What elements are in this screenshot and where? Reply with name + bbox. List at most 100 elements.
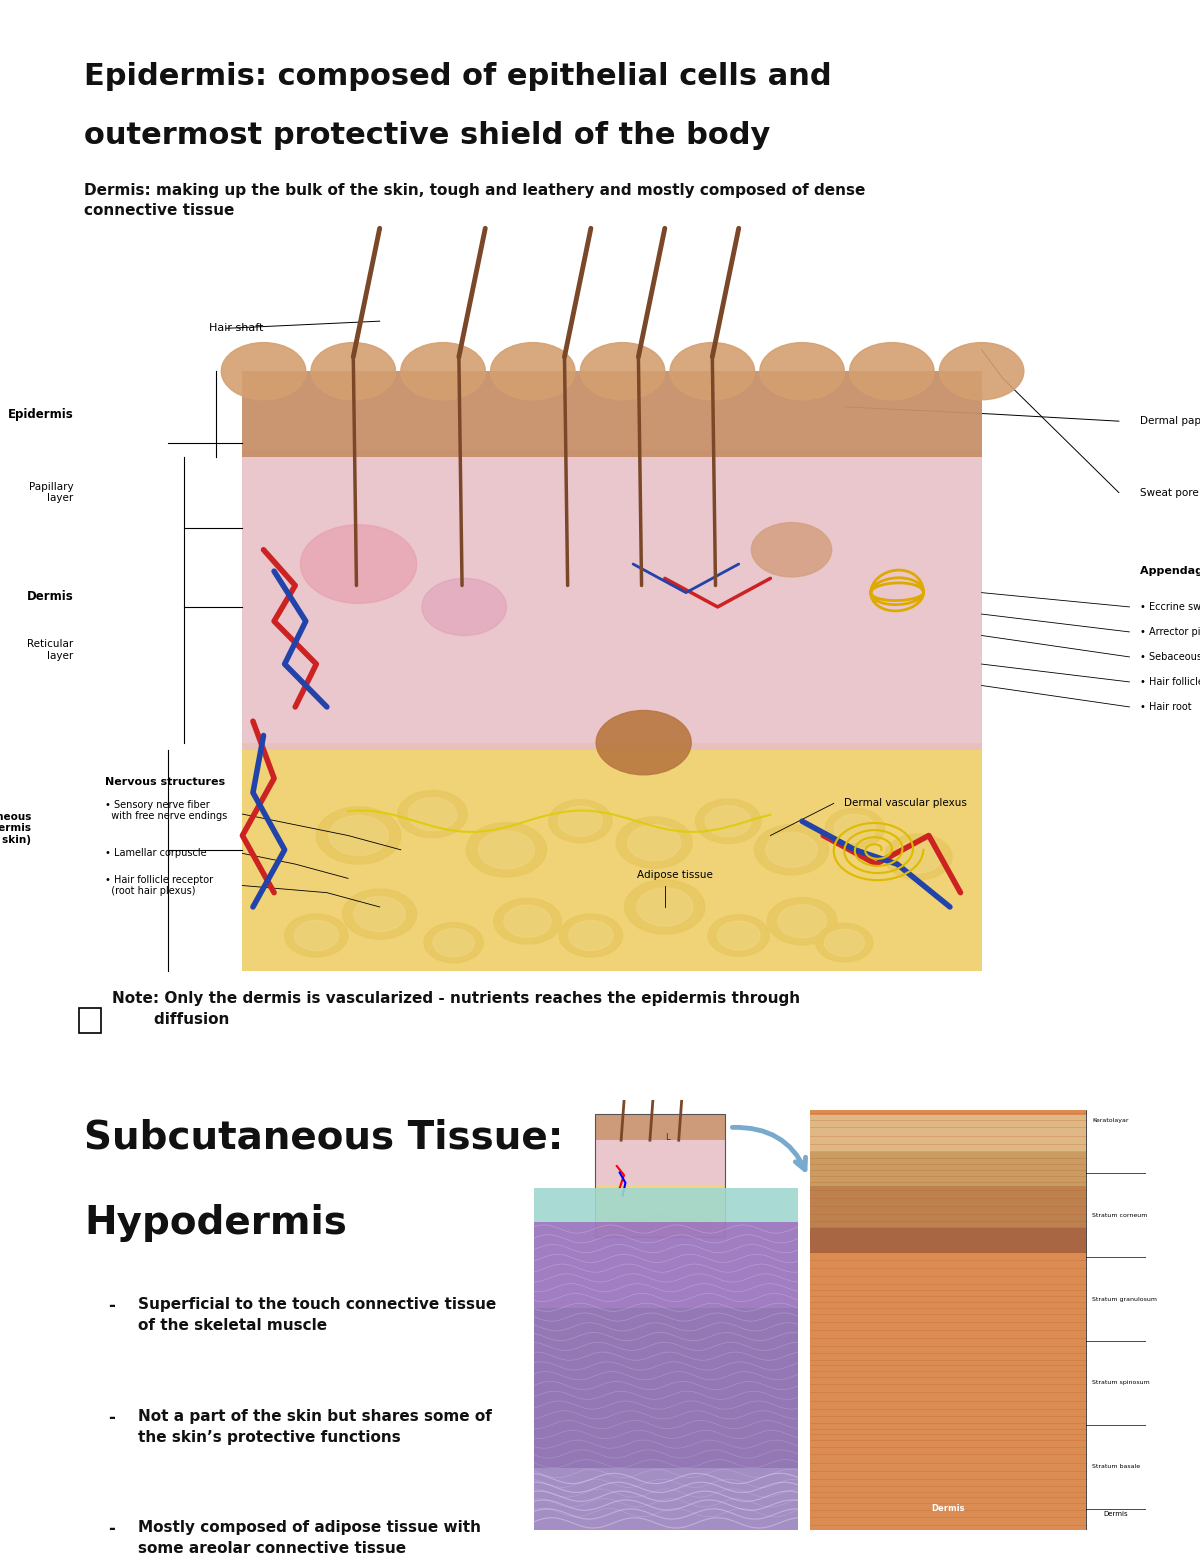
Text: Dermal vascular plexus: Dermal vascular plexus (845, 798, 967, 809)
Circle shape (690, 1214, 710, 1233)
Text: Papillary
layer: Papillary layer (29, 481, 73, 503)
Circle shape (672, 1218, 691, 1236)
Circle shape (569, 921, 613, 950)
Circle shape (581, 343, 665, 399)
Circle shape (708, 915, 769, 957)
Text: Sweat pore: Sweat pore (1140, 488, 1199, 497)
Text: Hair shaft: Hair shaft (209, 323, 263, 334)
Circle shape (343, 888, 416, 940)
Text: Subcutaneous
tissue (hypodermis
not part of skin): Subcutaneous tissue (hypodermis not part… (0, 812, 31, 845)
Circle shape (760, 343, 845, 399)
Bar (79, 1008, 101, 1033)
Circle shape (625, 881, 704, 933)
Circle shape (834, 814, 876, 842)
Bar (534, 1222, 798, 1308)
Text: outermost protective shield of the body: outermost protective shield of the body (84, 121, 770, 151)
Bar (534, 1468, 798, 1530)
Bar (810, 1186, 1086, 1228)
Text: Dermis: Dermis (931, 1505, 965, 1513)
Circle shape (424, 922, 484, 963)
Circle shape (596, 711, 691, 775)
Circle shape (826, 809, 884, 848)
Circle shape (767, 898, 836, 944)
Text: L: L (665, 1134, 670, 1141)
Circle shape (548, 800, 612, 843)
Text: • Sensory nerve fiber
  with free nerve endings: • Sensory nerve fiber with free nerve en… (106, 800, 227, 822)
Circle shape (751, 523, 832, 576)
Bar (534, 1188, 798, 1222)
Text: Stratum spinosum: Stratum spinosum (1092, 1381, 1150, 1385)
Bar (242, 742, 982, 971)
Circle shape (696, 800, 761, 843)
Text: Epidermis: composed of epithelial cells and: Epidermis: composed of epithelial cells … (84, 62, 832, 92)
Circle shape (778, 905, 827, 938)
Circle shape (629, 1218, 648, 1236)
Bar (242, 450, 982, 750)
Text: • Sebaceous (oil) gland: • Sebaceous (oil) gland (1140, 652, 1200, 662)
Text: • Hair root: • Hair root (1140, 702, 1192, 711)
Circle shape (884, 834, 952, 881)
Bar (595, 1140, 725, 1185)
Text: • Hair follicle: • Hair follicle (1140, 677, 1200, 686)
Circle shape (650, 1213, 670, 1230)
Circle shape (755, 825, 828, 874)
Text: • Lamellar corpuscle: • Lamellar corpuscle (106, 848, 206, 859)
Text: • Eccrine sweat gland: • Eccrine sweat gland (1140, 603, 1200, 612)
Text: Dermis: Dermis (26, 590, 73, 603)
Bar (595, 1115, 725, 1238)
Circle shape (422, 578, 506, 635)
Text: Stratum basale: Stratum basale (1092, 1464, 1140, 1469)
Circle shape (718, 921, 760, 950)
Bar (595, 1185, 725, 1238)
Circle shape (491, 343, 575, 399)
Text: Nervous structures: Nervous structures (106, 776, 226, 787)
Text: Adipose tissue: Adipose tissue (637, 870, 713, 881)
Circle shape (894, 840, 942, 873)
Circle shape (617, 817, 692, 868)
Circle shape (816, 924, 872, 961)
Circle shape (397, 790, 467, 837)
Text: Epidermis: Epidermis (7, 407, 73, 421)
Text: Dermis: Dermis (1104, 1511, 1128, 1517)
Text: Appendages of skin: Appendages of skin (1140, 567, 1200, 576)
Circle shape (300, 525, 416, 604)
Circle shape (479, 831, 534, 868)
Bar (810, 1152, 1086, 1186)
Text: -: - (108, 1520, 115, 1539)
Bar (810, 1115, 1086, 1152)
Circle shape (559, 915, 623, 957)
Circle shape (354, 896, 406, 932)
Text: -: - (108, 1409, 115, 1427)
Circle shape (706, 806, 751, 837)
Text: Not a part of the skin but shares some of
the skin’s protective functions: Not a part of the skin but shares some o… (138, 1409, 492, 1444)
Text: Dermal papillae: Dermal papillae (1140, 416, 1200, 426)
Circle shape (294, 921, 338, 950)
Bar (595, 1115, 725, 1140)
Circle shape (311, 343, 396, 399)
Circle shape (408, 798, 457, 831)
Text: -: - (108, 1297, 115, 1315)
Circle shape (850, 343, 934, 399)
Text: • Arrector pili muscle: • Arrector pili muscle (1140, 627, 1200, 637)
Text: • Hair follicle receptor
  (root hair plexus): • Hair follicle receptor (root hair plex… (106, 874, 214, 896)
Circle shape (401, 343, 485, 399)
Bar (810, 1228, 1086, 1253)
Circle shape (940, 343, 1024, 399)
Circle shape (628, 825, 680, 860)
Circle shape (221, 343, 306, 399)
Circle shape (504, 905, 551, 938)
Circle shape (824, 929, 864, 957)
Circle shape (329, 815, 388, 856)
Circle shape (284, 915, 348, 957)
Circle shape (670, 343, 755, 399)
Text: Note: Only the dermis is vascularized - nutrients reaches the epidermis through
: Note: Only the dermis is vascularized - … (112, 991, 799, 1028)
Text: Subcutaneous Tissue:: Subcutaneous Tissue: (84, 1118, 563, 1155)
Circle shape (558, 806, 602, 836)
Text: Dermis: making up the bulk of the skin, tough and leathery and mostly composed o: Dermis: making up the bulk of the skin, … (84, 183, 865, 217)
Text: Stratum granulosum: Stratum granulosum (1092, 1297, 1157, 1301)
Text: Keratolayar: Keratolayar (1092, 1118, 1129, 1123)
Bar (1086, 1110, 1146, 1530)
Circle shape (433, 929, 474, 957)
Text: Reticular
layer: Reticular layer (28, 638, 73, 660)
Text: Superficial to the touch connective tissue
of the skeletal muscle: Superficial to the touch connective tiss… (138, 1297, 497, 1332)
